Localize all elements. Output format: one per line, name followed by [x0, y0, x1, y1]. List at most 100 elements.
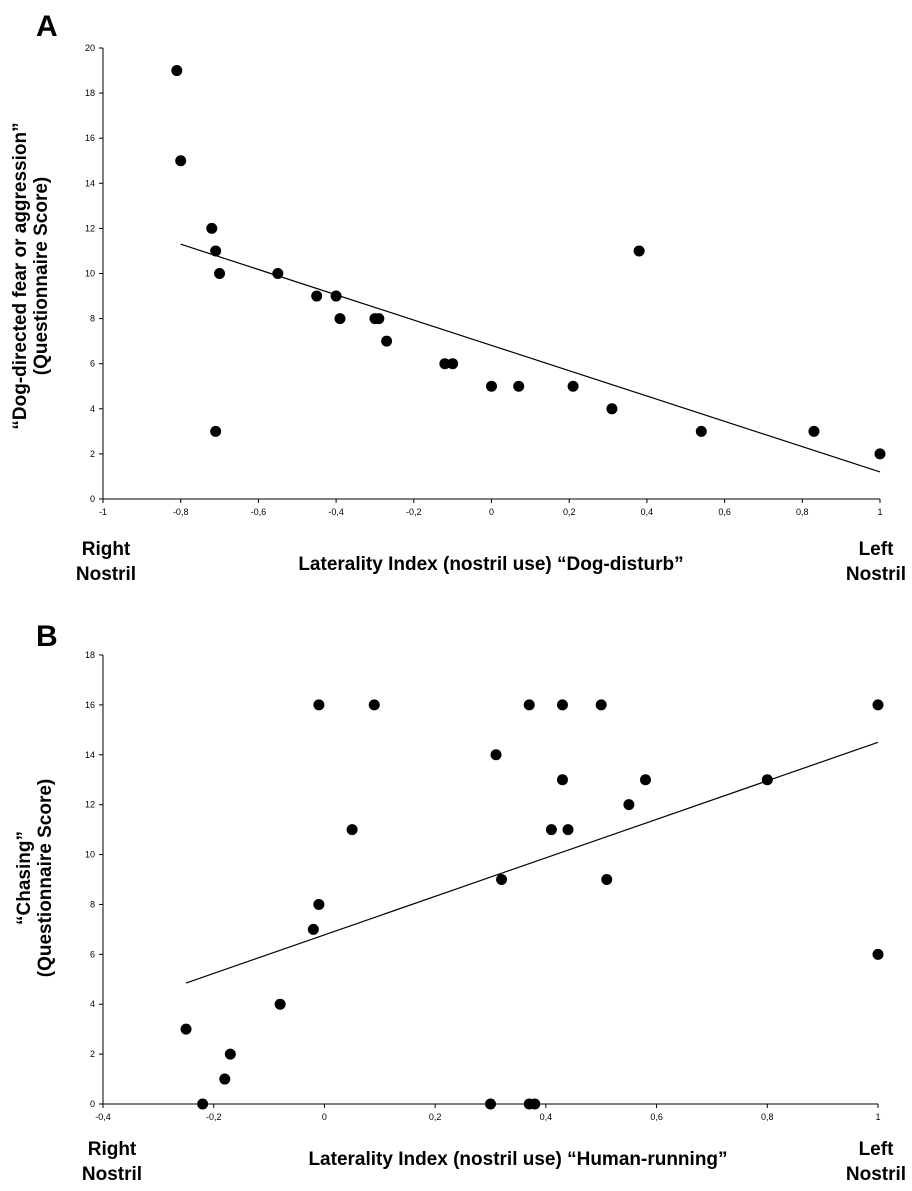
panel-b-right-side-line2: Nostril: [846, 1164, 906, 1185]
panel-b-data-point: [601, 874, 613, 885]
panel-b-data-point: [197, 1098, 209, 1110]
panel-b-data-point: [313, 699, 325, 711]
panel-b-data-point: [623, 799, 635, 811]
panel-a-y-tick-label: 10: [85, 269, 95, 279]
panel-a-x-tick-label: -0,6: [251, 507, 267, 517]
panel-a-data-point: [808, 425, 820, 437]
panel-b-right-side-line1: Left: [859, 1139, 895, 1160]
panel-a: A 0 2 4 6 8 10 12 14 16 18 20 -1 -0,8 -0,6 -0,4 -0,2 0 0,…: [10, 10, 906, 585]
panel-b-points: [180, 699, 884, 1110]
panel-a-data-point: [373, 313, 385, 325]
panel-a-x-tick-label: 0,2: [563, 507, 576, 517]
panel-a-y-label-line2: (Questionnaire Score): [31, 177, 52, 376]
panel-a-data-point: [486, 380, 497, 392]
panel-b-y-tick-label: 8: [90, 899, 95, 909]
panel-b-y-label-line2: (Questionnaire Score): [35, 779, 56, 978]
panel-a-data-point: [210, 425, 222, 437]
panel-a-x-label: Laterality Index (nostril use) “Dog-dist…: [298, 554, 683, 575]
panel-a-right-side-line1: Left: [859, 539, 895, 560]
panel-b-x-tick-label: 0,4: [540, 1112, 553, 1122]
panel-a-y-tick-label: 8: [90, 314, 95, 324]
panel-a-data-point: [695, 425, 707, 437]
panel-a-right-side-line2: Nostril: [846, 564, 906, 585]
panel-a-left-side-line2: Nostril: [76, 564, 136, 585]
panel-a-data-point: [311, 290, 323, 302]
panel-b-x-tick-label: 0: [322, 1112, 327, 1122]
panel-b-data-point: [761, 774, 773, 786]
panel-b-y-tick-label: 0: [90, 1099, 95, 1109]
panel-b-data-point: [180, 1023, 192, 1035]
panel-a-x-tick-label: 1: [877, 507, 882, 517]
panel-a-letter: A: [36, 10, 58, 43]
panel-b-y-tick-label: 16: [85, 700, 95, 710]
panel-b-y-tick-label: 6: [90, 949, 95, 959]
panel-a-x-tick-label: -0,2: [406, 507, 422, 517]
panel-b-data-point: [274, 998, 286, 1010]
panel-a-trendline: [180, 243, 881, 473]
panel-a-trendline-line: [180, 243, 881, 473]
panel-b-data-point: [368, 699, 380, 711]
panel-b-x-tick-label: 1: [875, 1112, 880, 1122]
panel-a-data-point: [330, 290, 342, 302]
panel-a-data-point: [874, 448, 886, 460]
panel-b-data-point: [496, 874, 508, 885]
panel-a-data-point: [210, 245, 222, 257]
panel-b-y-tick-label: 14: [85, 750, 95, 760]
panel-a-y-tick-label: 2: [90, 449, 95, 459]
panel-b-data-point: [523, 699, 535, 711]
panel-b-x-label: Laterality Index (nostril use) “Human-ru…: [308, 1149, 727, 1170]
panel-b-left-side-line2: Nostril: [82, 1164, 142, 1185]
panel-a-x-tick-label: 0,6: [718, 507, 731, 517]
panel-b-y-tick-label: 4: [90, 999, 95, 1009]
panel-a-data-point: [214, 268, 226, 279]
panel-a-y-tick-label: 16: [85, 133, 95, 143]
panel-a-x-tick-label: -1: [99, 507, 107, 517]
panel-a-data-point: [206, 222, 218, 234]
panel-a-data-point: [439, 358, 451, 370]
panel-b-data-point: [640, 774, 651, 786]
panel-b-tick-labels: 0 2 4 6 8 10 12 14 16 18 -0,4 -0,2 0 0,2 0,4 0,6 0,8 1: [85, 650, 881, 1122]
panel-a-data-point: [272, 268, 284, 279]
panel-b-data-point: [556, 699, 568, 711]
panel-a-data-point: [567, 380, 579, 392]
panel-b-trendline-line: [185, 741, 879, 984]
panel-a-y-tick-label: 20: [85, 43, 95, 53]
panel-b-y-tick-label: 18: [85, 650, 95, 660]
panel-a-y-tick-label: 0: [90, 494, 95, 504]
panel-b-data-point: [485, 1098, 496, 1110]
panel-b-y-tick-label: 12: [85, 800, 95, 810]
panel-a-x-tick-label: -0,4: [328, 507, 344, 517]
panel-a-y-tick-label: 12: [85, 223, 95, 233]
panel-b-left-side-line1: Right: [88, 1139, 137, 1160]
panel-a-y-tick-label: 18: [85, 88, 95, 98]
panel-b-x-tick-label: 0,8: [761, 1112, 774, 1122]
panel-b-data-point: [490, 749, 502, 761]
panel-a-y-tick-label: 4: [90, 404, 95, 414]
panel-a-tick-labels: 0 2 4 6 8 10 12 14 16 18 20 -1 -0,8 -0,6 -0,4 -0,2 0 0,2 0…: [85, 43, 883, 517]
panel-b-axes: [102, 655, 878, 1105]
panel-b-x-tick-label: 0,6: [650, 1112, 663, 1122]
panel-b-data-point: [545, 824, 557, 836]
panel-a-data-point: [606, 403, 618, 415]
panel-b-letter: B: [36, 620, 58, 653]
panel-b-x-tick-label: -0,4: [95, 1112, 111, 1122]
panel-a-data-point: [381, 335, 393, 347]
panel-a-x-tick-label: 0,8: [796, 507, 809, 517]
panel-b-trendline: [185, 741, 879, 984]
panel-a-left-side-line1: Right: [82, 539, 131, 560]
panel-b-data-point: [224, 1048, 236, 1060]
panel-b-data-point: [595, 699, 607, 711]
panel-b-y-tick-label: 2: [90, 1049, 95, 1059]
panel-b-data-point: [529, 1098, 541, 1110]
panel-a-data-point: [175, 155, 187, 167]
panel-a-y-label-line1: “Dog-directed fear or aggression”: [10, 122, 31, 429]
panel-b-x-tick-label: -0,2: [206, 1112, 222, 1122]
panel-a-x-tick-label: -0,8: [173, 507, 189, 517]
panel-a-y-tick-label: 6: [90, 359, 95, 369]
panel-b-y-label-line1: “Chasing”: [14, 831, 35, 925]
panel-b-data-point: [346, 824, 358, 836]
panel-b-data-point: [872, 948, 884, 960]
panel-b-data-point: [307, 923, 319, 935]
